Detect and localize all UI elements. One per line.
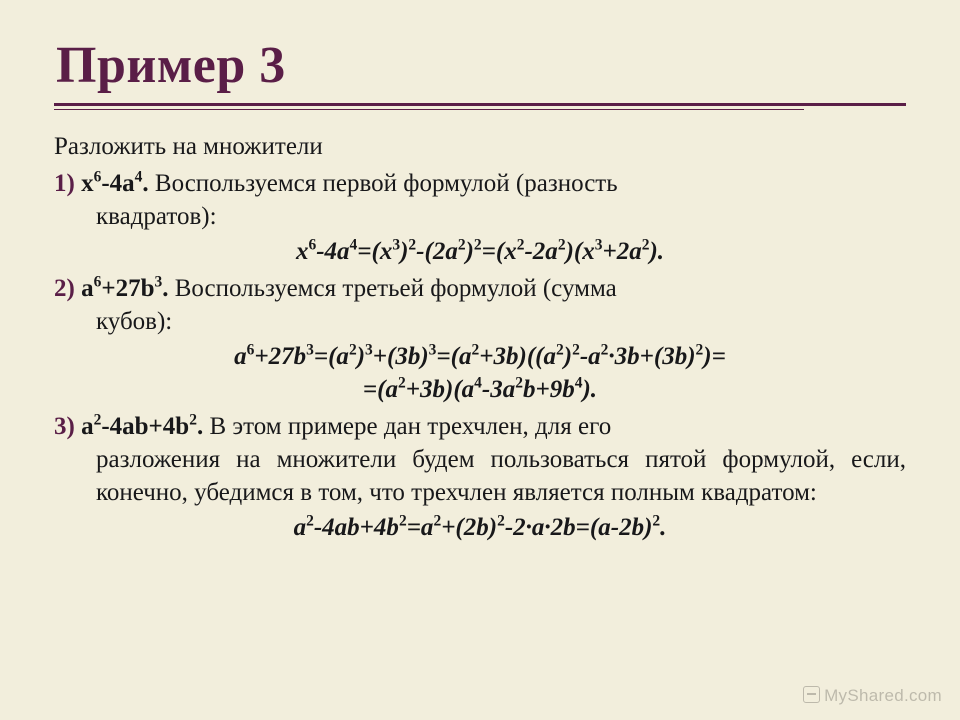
- item-2-expression: a6+27b3.: [81, 275, 168, 302]
- item-1-continuation: квадратов):: [96, 200, 906, 233]
- item-1: 1) x6-4a4. Воспользуемся первой формулой…: [54, 167, 906, 233]
- watermark: MyShared.com: [803, 684, 942, 706]
- item-3: 3) a2-4ab+4b2. В этом примере дан трехчл…: [54, 410, 906, 509]
- item-2-number: 2): [54, 275, 75, 302]
- item-2-continuation: кубов):: [96, 305, 906, 338]
- item-1-tail: Воспользуемся первой формулой (разность: [149, 170, 618, 197]
- item-3-expression: a2-4ab+4b2.: [81, 413, 203, 440]
- item-2: 2) a6+27b3. Воспользуемся третьей формул…: [54, 272, 906, 338]
- item-3-tail: В этом примере дан трехчлен, для его: [203, 413, 611, 440]
- item-1-formula: x6-4a4=(x3)2-(2a2)2=(x2-2a2)(x3+2a2).: [54, 235, 906, 268]
- item-2-tail: Воспользуемся третьей формулой (сумма: [168, 275, 616, 302]
- item-1-expression: x6-4a4.: [81, 170, 149, 197]
- slide-title: Пример 3: [56, 36, 906, 95]
- item-3-number: 3): [54, 413, 75, 440]
- item-3-continuation: разложения на множители будем пользовать…: [96, 443, 906, 509]
- title-underline: [54, 103, 906, 110]
- intro-text: Разложить на множители: [54, 130, 906, 163]
- slide: Пример 3 Разложить на множители 1) x6-4a…: [0, 0, 960, 720]
- slide-body: Разложить на множители 1) x6-4a4. Воспол…: [54, 130, 906, 544]
- watermark-text: MyShared.com: [824, 686, 942, 705]
- item-2-formula: a6+27b3=(a2)3+(3b)3=(a2+3b)((a2)2-a2·3b+…: [54, 340, 906, 406]
- watermark-icon: [803, 686, 820, 703]
- item-3-formula: a2-4ab+4b2=a2+(2b)2-2·a·2b=(a-2b)2.: [54, 511, 906, 544]
- item-1-number: 1): [54, 170, 75, 197]
